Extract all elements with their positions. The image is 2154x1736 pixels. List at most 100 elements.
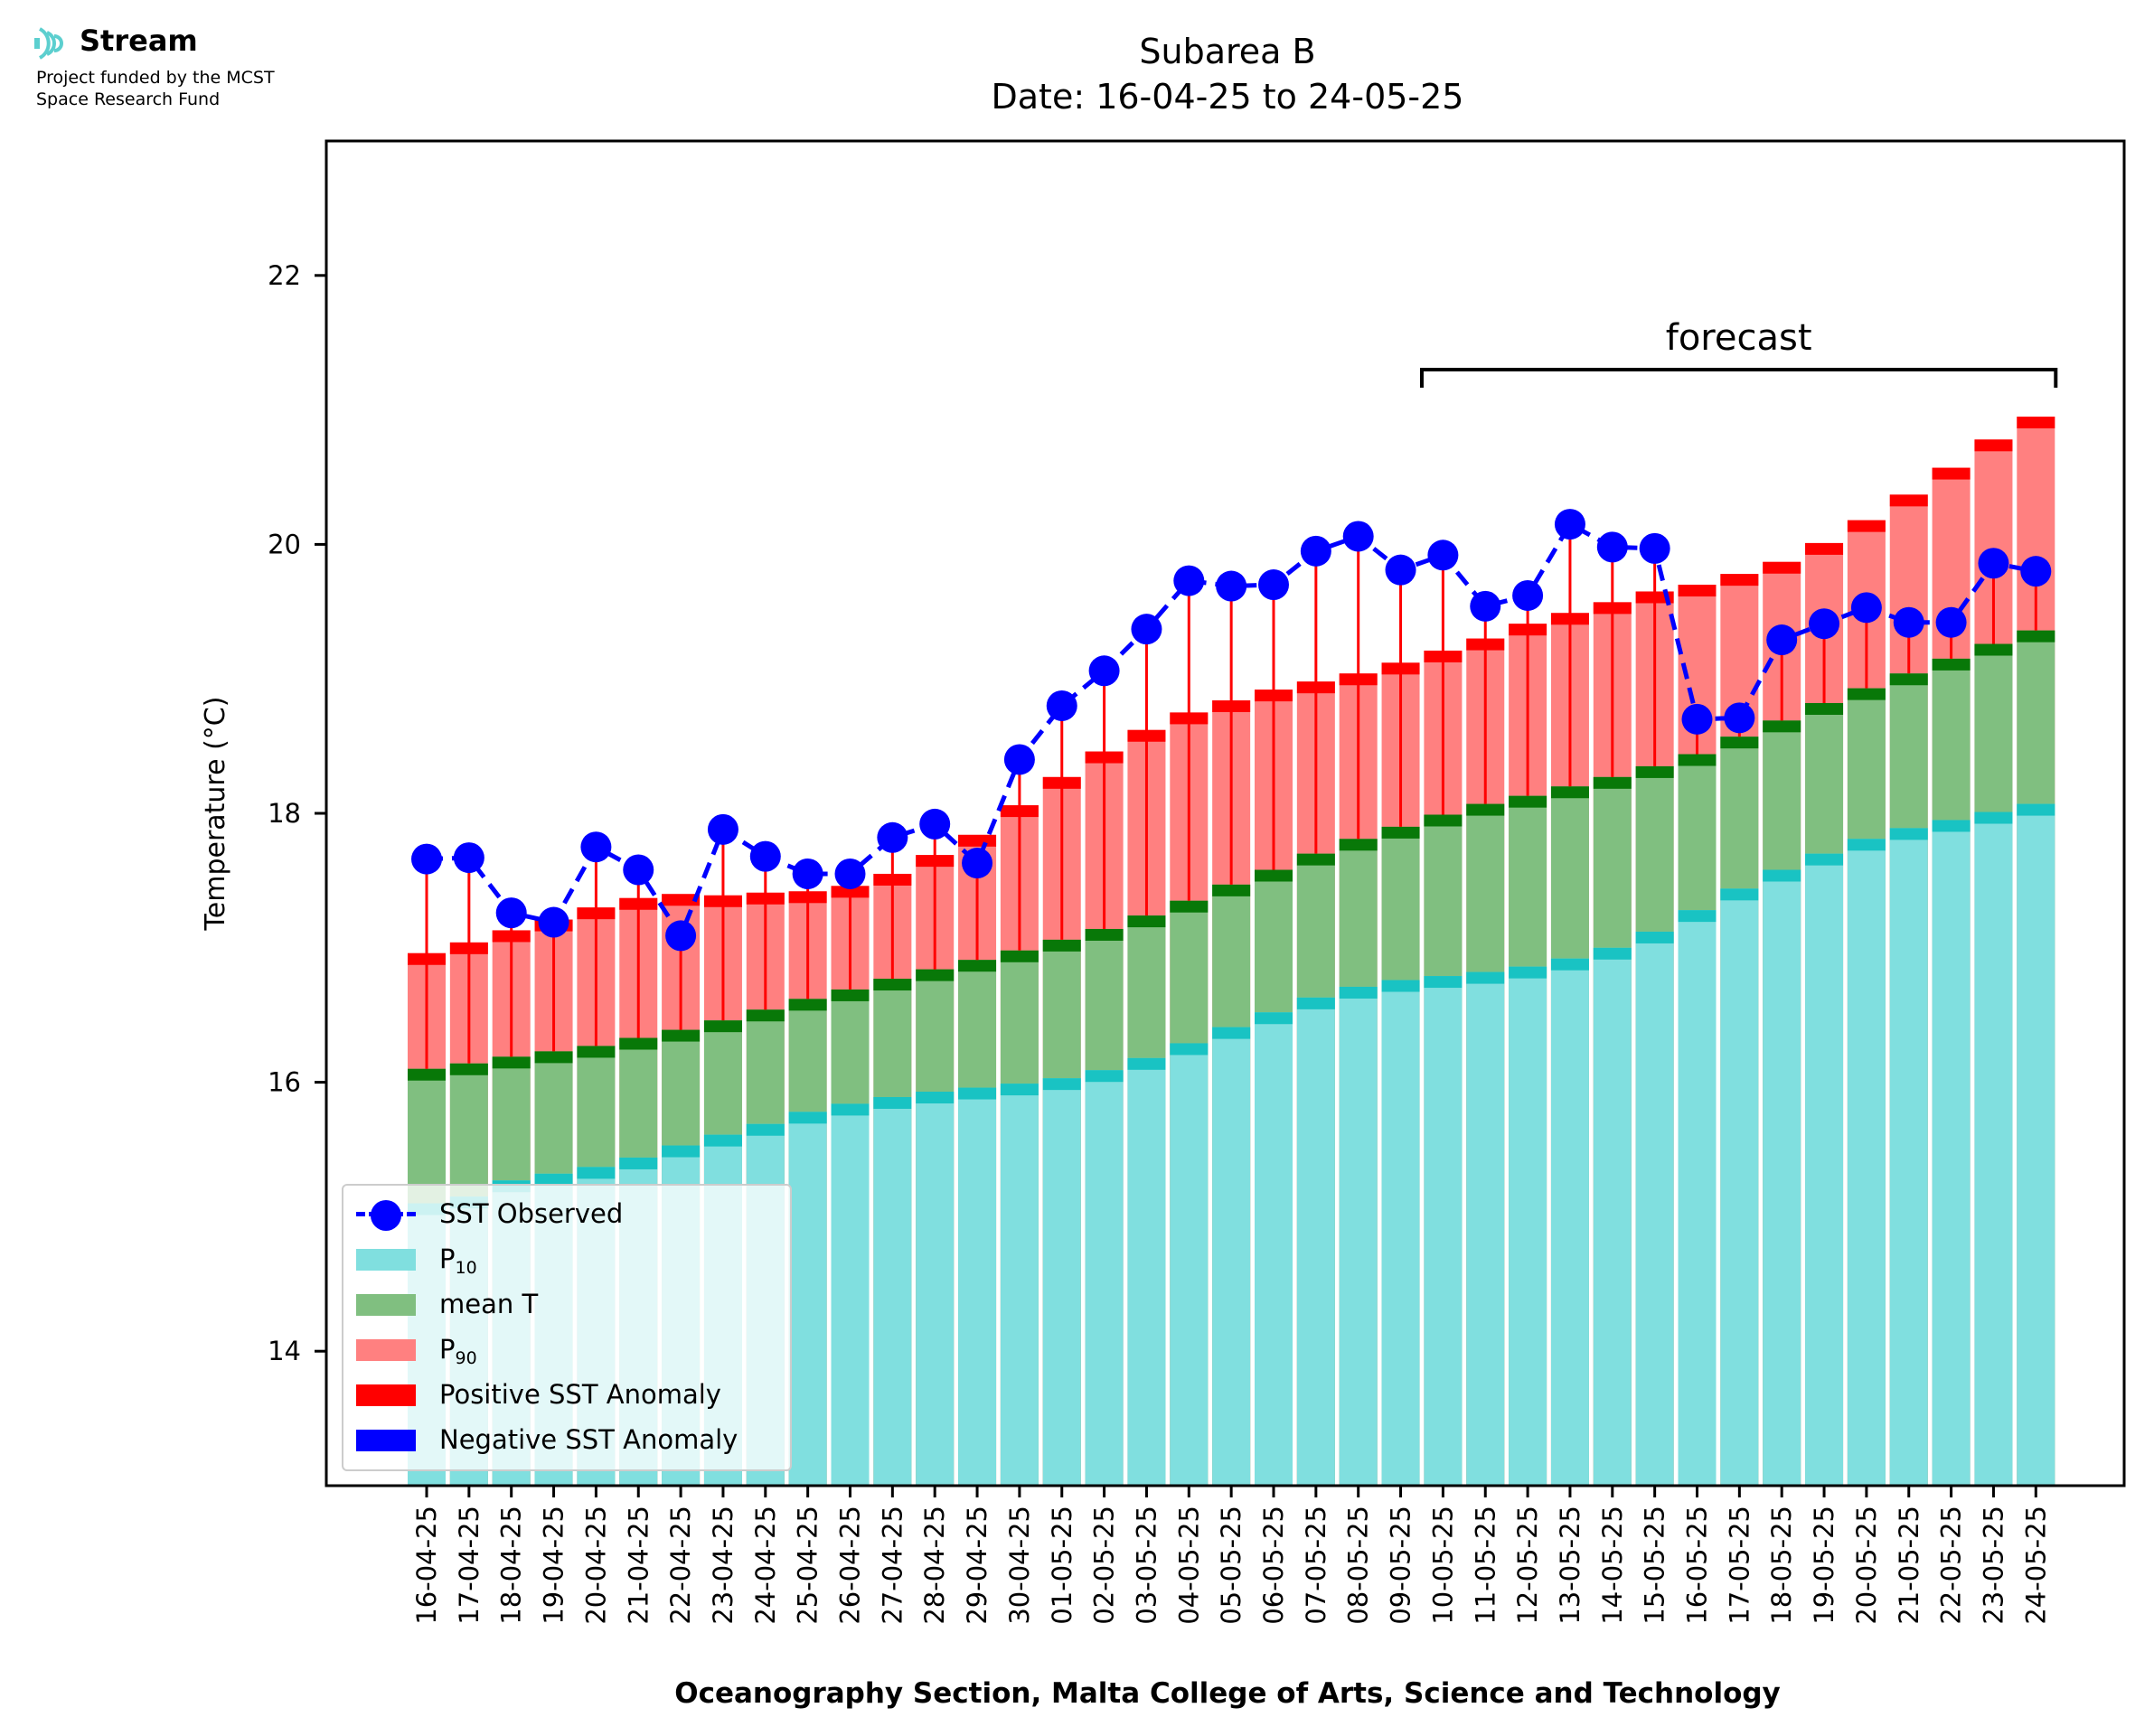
p10-bar-cap: [1509, 966, 1547, 979]
x-tick-label: 17-04-25: [454, 1506, 484, 1625]
p10-bar-cap: [619, 1157, 658, 1169]
p10-bar-cap: [916, 1092, 955, 1104]
p10-bar-cap: [1212, 1027, 1251, 1039]
y-tick-label: 14: [268, 1336, 301, 1366]
mean-bar-cap: [1296, 853, 1335, 866]
mean-bar-cap: [1000, 950, 1039, 962]
observed-point: [1131, 614, 1162, 645]
x-tick-label: 20-05-25: [1851, 1506, 1882, 1625]
legend-label-p90-main: P: [439, 1334, 456, 1365]
x-tick-label: 16-04-25: [411, 1506, 442, 1625]
mean-bar-cap: [1593, 776, 1632, 789]
p10-bar: [2017, 803, 2055, 1486]
p10-bar-cap: [1000, 1084, 1039, 1096]
mean-bar-cap: [788, 999, 827, 1011]
observed-point: [1681, 703, 1713, 735]
p10-bar: [831, 1103, 870, 1486]
observed-point: [1300, 535, 1331, 567]
legend-swatch-mean: [356, 1294, 416, 1316]
observed-point: [1978, 548, 2009, 579]
p10-bar-cap: [1635, 931, 1674, 943]
observed-point: [962, 848, 993, 879]
x-tick-label: 24-04-25: [750, 1506, 781, 1625]
observed-point: [1003, 744, 1035, 775]
mean-bar-cap: [1170, 900, 1209, 913]
p10-bar-cap: [788, 1112, 827, 1124]
mean-bar-cap: [1466, 803, 1505, 816]
observed-point: [1850, 592, 1882, 624]
mean-bar-cap: [1678, 754, 1717, 766]
p10-bar: [1847, 839, 1886, 1486]
observed-point: [1639, 532, 1670, 564]
p10-bar: [1974, 812, 2013, 1486]
p10-bar: [1000, 1084, 1039, 1486]
p10-bar: [1381, 980, 1420, 1486]
mean-bar-cap: [1212, 884, 1251, 896]
observed-point: [1935, 606, 1967, 638]
p90-bar-cap: [2017, 417, 2055, 429]
anomaly-lines-layer: [425, 524, 2037, 1069]
p90-bar-cap: [1932, 467, 1971, 480]
p90-bar-cap: [1974, 439, 2013, 452]
p10-bar: [1127, 1057, 1166, 1486]
observed-point: [453, 842, 484, 874]
p10-bar: [1550, 958, 1589, 1486]
x-tick-label: 09-05-25: [1386, 1506, 1416, 1625]
mean-bar-cap: [449, 1063, 488, 1075]
x-tick-label: 12-05-25: [1512, 1506, 1543, 1625]
mean-bar-cap: [873, 979, 912, 991]
p10-bar: [1085, 1070, 1124, 1486]
mean-bar-cap: [492, 1056, 531, 1069]
x-axis: 16-04-25 17-04-25 18-04-25 19-04-25 20-04-25…: [411, 1486, 2051, 1625]
mean-bar-cap: [1889, 673, 1928, 686]
mean-bar-cap: [1974, 643, 2013, 656]
observed-point: [1258, 569, 1289, 601]
legend-label-p10-main: P: [439, 1243, 456, 1274]
mean-bar-cap: [619, 1037, 658, 1050]
x-tick-label: 07-05-25: [1301, 1506, 1331, 1625]
observed-point: [580, 831, 612, 863]
x-axis-label: Oceanography Section, Malta College of A…: [674, 1677, 1781, 1710]
x-tick-label: 05-05-25: [1216, 1506, 1246, 1625]
mean-bar-cap: [1255, 869, 1293, 882]
p10-bar: [788, 1112, 827, 1486]
logo-name: Stream: [80, 23, 198, 58]
p10-bar-cap: [534, 1173, 573, 1186]
observed-point: [1596, 531, 1628, 563]
legend-label-p90-sub: 90: [455, 1348, 477, 1368]
legend-swatch-negative-anomaly: [356, 1430, 416, 1451]
x-tick-label: 04-05-25: [1173, 1506, 1204, 1625]
y-tick-label: 18: [268, 798, 301, 829]
legend-label-observed: SST Observed: [439, 1198, 624, 1229]
p10-bar-cap: [2017, 803, 2055, 816]
p90-bar-cap: [1889, 494, 1928, 507]
p10-bar: [1678, 910, 1717, 1486]
observed-point: [1512, 579, 1544, 611]
observed-point: [1216, 570, 1247, 602]
mean-bar-cap: [577, 1046, 616, 1058]
p10-bar: [1635, 931, 1674, 1486]
x-tick-label: 15-05-25: [1640, 1506, 1670, 1625]
mean-bar-cap: [1127, 915, 1166, 928]
x-tick-label: 23-04-25: [708, 1506, 738, 1625]
mean-bar-cap: [916, 969, 955, 981]
p10-bar: [958, 1087, 997, 1486]
p10-bar: [1932, 820, 1971, 1486]
p10-bar: [873, 1096, 912, 1486]
mean-bar-cap: [534, 1051, 573, 1064]
p90-bar-cap: [1805, 542, 1844, 555]
p10-bar-cap: [1974, 812, 2013, 824]
mean-bar-cap: [1763, 720, 1801, 733]
p10-bar: [1296, 997, 1335, 1486]
p10-bar-cap: [1296, 997, 1335, 1009]
legend-marker-swatch: [371, 1200, 401, 1231]
legend: SST Observed P10 mean T P90 Positive SST…: [342, 1184, 792, 1471]
y-tick-label: 22: [268, 260, 301, 291]
x-tick-label: 20-04-25: [580, 1506, 611, 1625]
x-tick-label: 27-04-25: [877, 1506, 908, 1625]
p10-bar-cap: [703, 1134, 742, 1147]
x-tick-label: 01-05-25: [1047, 1506, 1077, 1625]
p10-bar-cap: [958, 1087, 997, 1100]
p10-bar: [1042, 1078, 1081, 1486]
legend-label-p90: P90: [439, 1334, 477, 1368]
